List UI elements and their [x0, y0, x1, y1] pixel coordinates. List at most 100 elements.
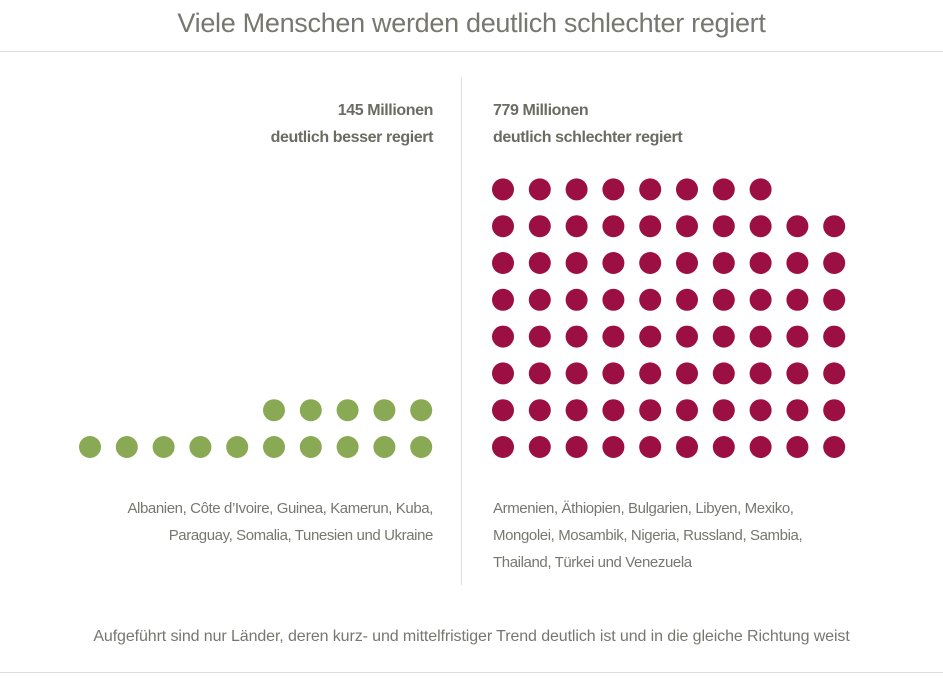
worse-dot	[786, 252, 809, 274]
better-dot	[299, 436, 322, 458]
footer-divider	[0, 672, 943, 673]
better-subline: deutlich besser regiert	[270, 129, 434, 146]
worse-dot	[676, 362, 698, 385]
better-dot	[189, 436, 212, 458]
worse-dot	[565, 362, 588, 385]
footnote: Aufgeführt sind nur Länder, deren kurz- …	[93, 628, 850, 645]
worse-dot	[749, 325, 772, 348]
better-dot	[115, 436, 138, 458]
worse-dot	[528, 252, 551, 274]
worse-dot	[786, 288, 809, 311]
worse-dot	[676, 436, 698, 458]
worse-dot	[639, 178, 662, 201]
worse-dot	[712, 436, 735, 458]
worse-dot	[602, 362, 625, 385]
worse-dot	[639, 325, 662, 348]
worse-dot	[602, 436, 625, 458]
better-dot	[226, 436, 249, 458]
worse-dot	[528, 325, 551, 348]
worse-dot	[639, 252, 662, 274]
worse-countries-line: Mongolei, Mosambik, Nigeria, Russland, S…	[493, 527, 803, 544]
worse-dot	[676, 325, 698, 348]
worse-dot	[528, 215, 551, 238]
worse-dot	[565, 215, 588, 238]
worse-header: 779 Millionen deutlich schlechter regier…	[493, 97, 683, 151]
worse-dot	[749, 288, 772, 311]
better-header: 145 Millionen deutlich besser regiert	[270, 97, 434, 151]
worse-dot	[602, 178, 625, 201]
worse-subline: deutlich schlechter regiert	[493, 129, 683, 146]
better-dot	[336, 436, 359, 458]
worse-dot	[786, 399, 809, 422]
worse-dot	[712, 399, 735, 422]
worse-dot	[639, 215, 662, 238]
worse-dot	[565, 288, 588, 311]
better-countries-line: Paraguay, Somalia, Tunesien und Ukraine	[168, 527, 434, 544]
worse-dot	[676, 215, 698, 238]
worse-dot	[786, 362, 809, 385]
worse-dot	[492, 325, 514, 348]
worse-dot	[602, 288, 625, 311]
worse-dot	[749, 362, 772, 385]
worse-dot	[749, 399, 772, 422]
worse-dot	[639, 436, 662, 458]
worse-dot	[786, 215, 809, 238]
worse-dot	[712, 215, 735, 238]
worse-dot	[676, 252, 698, 274]
worse-dot	[712, 325, 735, 348]
worse-dot	[676, 178, 698, 201]
worse-dot	[823, 325, 846, 348]
better-dot	[410, 436, 433, 458]
worse-dot	[639, 288, 662, 311]
worse-dot	[786, 436, 809, 458]
worse-dot	[823, 215, 846, 238]
title-divider	[0, 51, 943, 52]
worse-dot	[712, 362, 735, 385]
worse-dot	[712, 288, 735, 311]
better-dot	[79, 436, 101, 458]
worse-dot	[528, 288, 551, 311]
center-divider	[461, 77, 462, 585]
worse-dot	[528, 178, 551, 201]
better-dot	[373, 399, 396, 422]
worse-dot	[602, 252, 625, 274]
worse-dot	[528, 436, 551, 458]
worse-dot	[639, 399, 662, 422]
worse-dot	[565, 399, 588, 422]
worse-dot	[676, 288, 698, 311]
worse-dot	[749, 436, 772, 458]
better-dot	[152, 436, 175, 458]
worse-dot	[712, 178, 735, 201]
worse-dot	[749, 178, 772, 201]
worse-dot	[823, 362, 846, 385]
better-countries-line: Albanien, Côte d’Ivoire, Guinea, Kamerun…	[127, 500, 433, 517]
worse-dot	[823, 399, 846, 422]
worse-dot	[602, 399, 625, 422]
better-dot	[410, 399, 433, 422]
worse-dot	[676, 399, 698, 422]
worse-dot	[823, 288, 846, 311]
worse-dot	[492, 436, 514, 458]
worse-dot	[823, 252, 846, 274]
worse-countries-line: Armenien, Äthiopien, Bulgarien, Libyen, …	[493, 500, 794, 517]
worse-dot	[565, 436, 588, 458]
worse-dot	[823, 436, 846, 458]
worse-dot	[492, 288, 514, 311]
worse-dot	[749, 252, 772, 274]
worse-dot	[492, 399, 514, 422]
worse-dot	[492, 178, 514, 201]
worse-dot	[786, 325, 809, 348]
worse-dot	[492, 362, 514, 385]
better-headline: 145 Millionen	[337, 102, 434, 119]
worse-dot	[528, 399, 551, 422]
worse-dot	[602, 215, 625, 238]
worse-dot	[492, 252, 514, 274]
better-dot	[336, 399, 359, 422]
worse-countries: Armenien, Äthiopien, Bulgarien, Libyen, …	[493, 495, 833, 576]
worse-dot	[639, 362, 662, 385]
worse-dot	[749, 215, 772, 238]
worse-dot	[492, 215, 514, 238]
worse-dot	[565, 178, 588, 201]
worse-dot	[712, 252, 735, 274]
